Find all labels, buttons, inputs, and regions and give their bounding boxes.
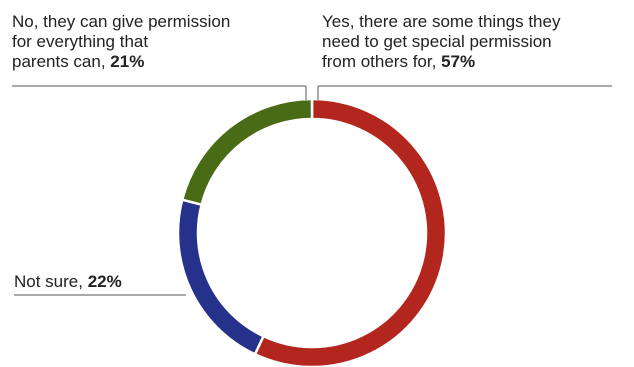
donut-slices — [176, 97, 448, 367]
slice-label-not-sure-text: Not sure, — [14, 272, 83, 291]
slice-label-not-sure: Not sure, 22% — [14, 272, 194, 292]
leader-lines — [12, 85, 612, 296]
slice-yes — [253, 97, 448, 367]
slice-no — [180, 97, 314, 207]
slice-label-yes-line-3: from others for, — [322, 52, 437, 71]
slice-label-no: No, they can give permission for everyth… — [12, 12, 292, 72]
slice-label-yes-line-2: need to get special permission — [322, 32, 552, 51]
slice-label-yes: Yes, there are some things they need to … — [322, 12, 622, 72]
slice-label-no-line-3-wrapper: parents can, 21% — [12, 52, 292, 72]
slice-label-yes-line-3-wrapper: from others for, 57% — [322, 52, 622, 72]
slice-value-not-sure: 22% — [87, 272, 122, 291]
slice-label-no-line-2: for everything that — [12, 32, 149, 51]
slice-value-yes: 57% — [441, 52, 476, 71]
slice-label-no-line-3: parents can, — [12, 52, 106, 71]
slice-label-yes-line-1: Yes, there are some things they — [322, 12, 561, 31]
slice-value-no: 21% — [110, 52, 145, 71]
slice-label-no-line-1: No, they can give permission — [12, 12, 231, 31]
